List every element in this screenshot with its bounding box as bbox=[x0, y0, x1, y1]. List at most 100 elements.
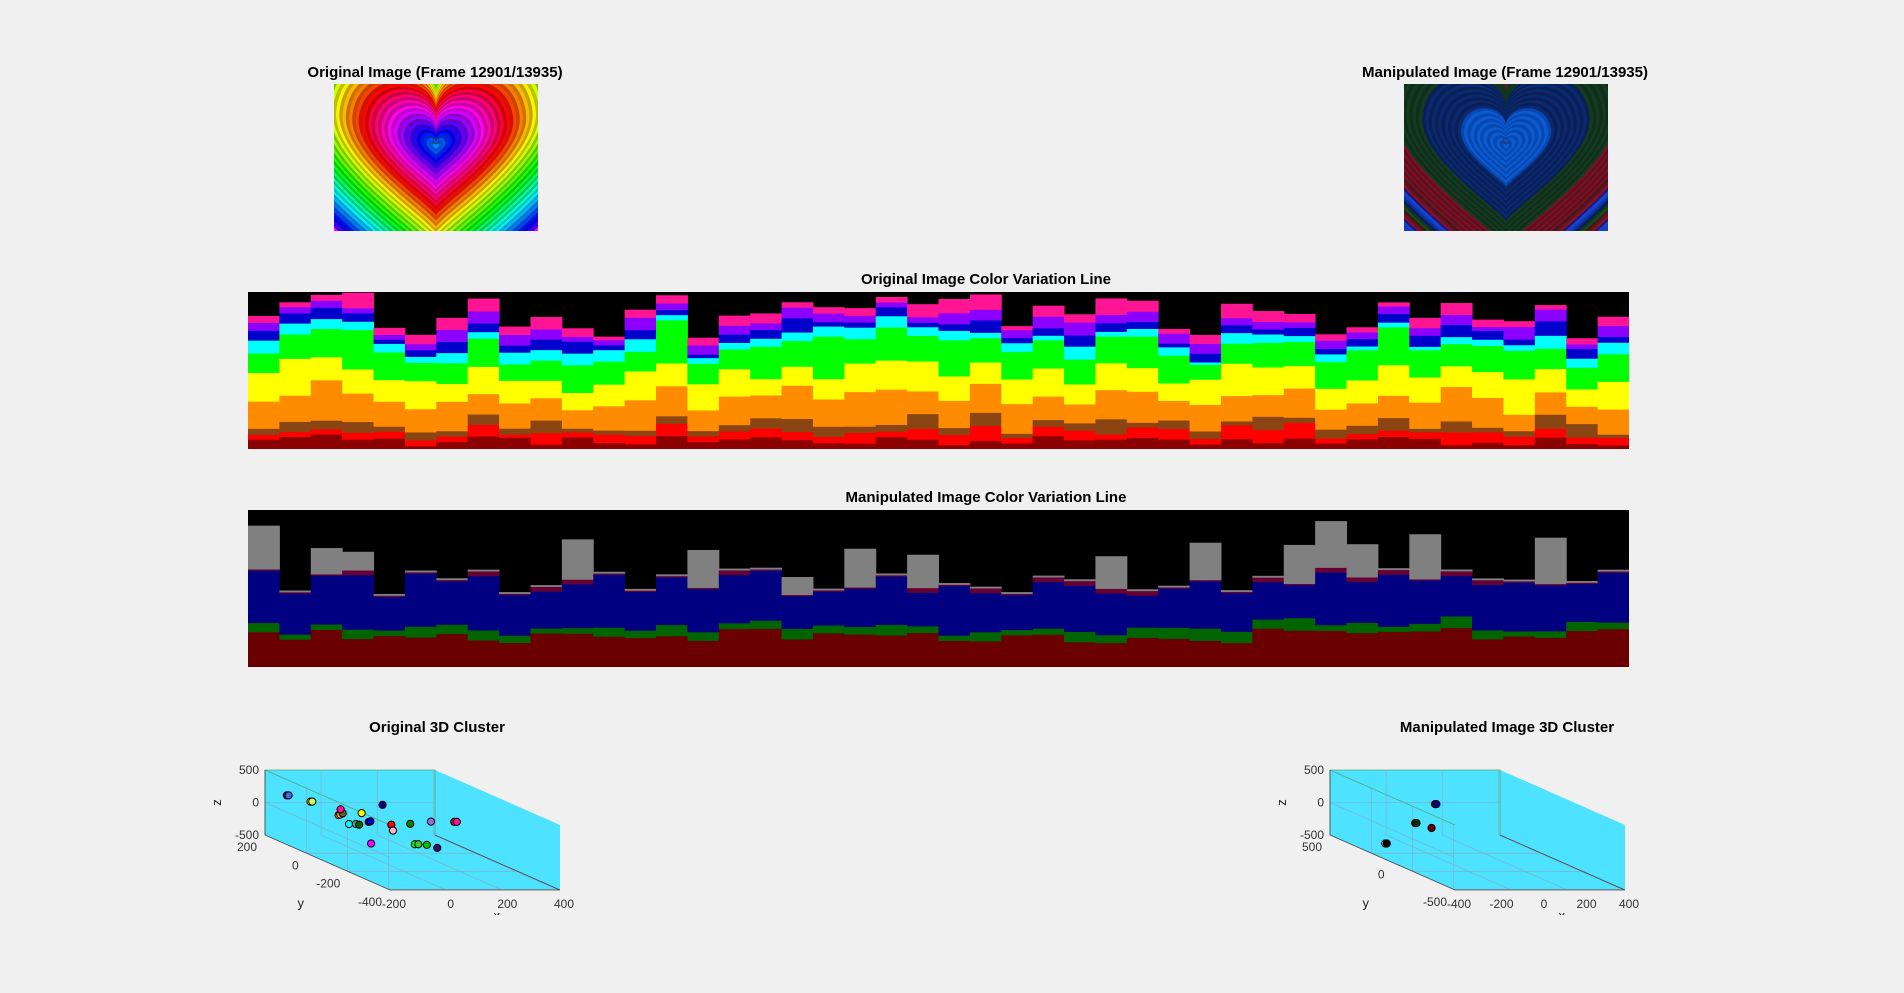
z-tick-label: -500 bbox=[1300, 828, 1324, 842]
color-strip bbox=[499, 364, 531, 381]
color-strip bbox=[938, 330, 971, 341]
color-strip bbox=[938, 583, 971, 585]
color-strip bbox=[1315, 388, 1348, 410]
color-strip bbox=[1315, 438, 1348, 444]
color-strip bbox=[310, 294, 343, 301]
color-strip bbox=[750, 437, 783, 449]
color-strip bbox=[404, 380, 437, 410]
color-strip bbox=[1409, 579, 1442, 581]
x-tick-label: 200 bbox=[497, 897, 517, 911]
color-strip bbox=[310, 380, 343, 421]
color-strip bbox=[1064, 404, 1096, 424]
color-strip bbox=[593, 345, 626, 351]
color-strip bbox=[687, 430, 720, 437]
color-strip bbox=[1095, 323, 1128, 332]
color-strip bbox=[279, 313, 312, 324]
color-strip bbox=[1252, 329, 1285, 335]
color-strip bbox=[1597, 569, 1629, 572]
color-strip bbox=[750, 378, 783, 396]
cluster-point bbox=[336, 805, 345, 814]
color-strip bbox=[938, 313, 971, 325]
color-strip bbox=[781, 596, 814, 629]
color-strip bbox=[656, 295, 688, 304]
color-strip bbox=[1346, 577, 1379, 583]
color-strip bbox=[467, 575, 500, 631]
color-strip bbox=[467, 630, 500, 641]
color-strip bbox=[1095, 642, 1128, 667]
color-strip bbox=[1503, 379, 1536, 415]
color-strip bbox=[248, 434, 280, 440]
color-strip bbox=[1095, 389, 1128, 420]
color-strip bbox=[530, 432, 563, 445]
color-strip bbox=[624, 400, 657, 431]
color-strip bbox=[279, 307, 312, 314]
color-strip bbox=[1220, 332, 1253, 344]
x-tick-label: 0 bbox=[447, 897, 454, 911]
color-strip bbox=[1158, 383, 1191, 402]
color-strip bbox=[718, 396, 751, 426]
color-strip bbox=[1095, 434, 1128, 440]
cluster-point bbox=[344, 819, 354, 829]
color-strip bbox=[279, 323, 312, 335]
color-strip bbox=[1503, 582, 1536, 632]
color-strip bbox=[1252, 367, 1285, 396]
color-strip bbox=[342, 439, 375, 449]
color-strip bbox=[530, 444, 563, 449]
color-strip bbox=[1220, 317, 1253, 326]
color-strip bbox=[907, 413, 939, 430]
color-strip bbox=[624, 591, 657, 631]
color-strip bbox=[1126, 637, 1159, 667]
color-strip bbox=[1503, 436, 1536, 446]
color-strip bbox=[467, 414, 500, 426]
color-strip bbox=[248, 322, 280, 331]
color-strip bbox=[373, 595, 406, 598]
color-strip bbox=[593, 573, 626, 575]
color-strip bbox=[1252, 416, 1285, 431]
color-strip bbox=[1346, 439, 1379, 449]
color-strip bbox=[1001, 403, 1034, 434]
color-strip bbox=[499, 326, 531, 336]
color-strip bbox=[969, 383, 1002, 413]
color-strip bbox=[1158, 343, 1191, 348]
color-strip bbox=[593, 361, 626, 385]
cluster-point bbox=[357, 808, 366, 818]
color-strip bbox=[373, 635, 406, 667]
color-strip bbox=[1534, 585, 1567, 632]
grid-line bbox=[264, 802, 391, 858]
color-strip bbox=[812, 590, 845, 592]
color-strip bbox=[530, 349, 563, 361]
color-strip bbox=[1126, 321, 1159, 329]
color-strip bbox=[1001, 330, 1034, 339]
color-strip bbox=[561, 328, 594, 337]
color-strip bbox=[1503, 344, 1536, 351]
color-strip bbox=[907, 439, 939, 449]
color-strip bbox=[342, 393, 375, 423]
heart-center-mark bbox=[432, 137, 440, 145]
color-strip bbox=[750, 567, 783, 570]
color-strip bbox=[373, 401, 406, 427]
color-strip bbox=[875, 389, 908, 425]
color-strip bbox=[1377, 395, 1410, 419]
color-strip bbox=[969, 412, 1002, 427]
z-tick-label: -500 bbox=[235, 828, 259, 842]
grid-line bbox=[1329, 802, 1456, 858]
color-strip bbox=[1064, 359, 1096, 385]
color-strip bbox=[1440, 386, 1473, 422]
color-strip bbox=[1126, 437, 1159, 449]
color-strip bbox=[310, 300, 343, 308]
color-strip bbox=[1566, 406, 1599, 425]
color-strip bbox=[1472, 397, 1504, 428]
color-strip bbox=[718, 342, 751, 350]
color-strip bbox=[1409, 377, 1442, 403]
color-strip bbox=[593, 384, 626, 407]
color-strip bbox=[373, 379, 406, 402]
grid-line bbox=[1498, 834, 1624, 891]
color-strip bbox=[1534, 428, 1567, 438]
color-strip bbox=[404, 408, 437, 433]
color-strip bbox=[1220, 395, 1253, 422]
color-strip bbox=[1189, 438, 1222, 445]
color-strip bbox=[624, 590, 657, 592]
color-strip bbox=[1158, 587, 1191, 589]
color-strip bbox=[875, 573, 908, 576]
color-strip bbox=[467, 331, 500, 339]
